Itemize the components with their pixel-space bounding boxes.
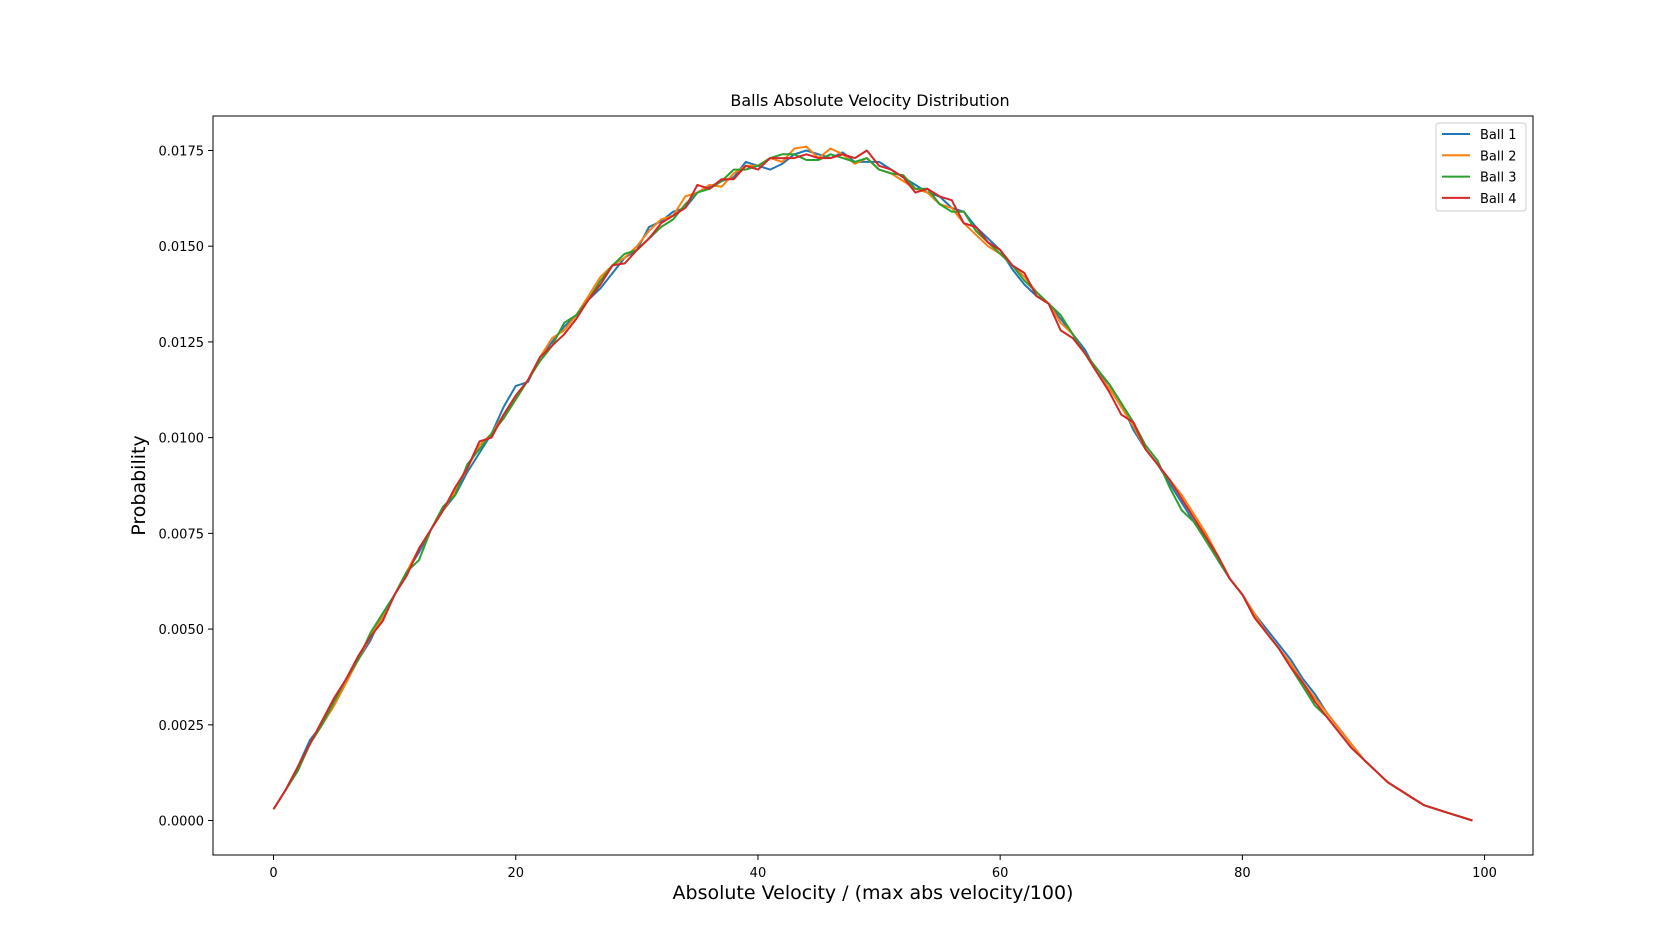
legend-item: Ball 2 xyxy=(1442,149,1517,164)
chart-title: Balls Absolute Velocity Distribution xyxy=(730,91,1009,110)
x-tick-label: 20 xyxy=(507,866,524,881)
y-tick-label: 0.0125 xyxy=(159,336,205,351)
y-tick-label: 0.0050 xyxy=(159,623,205,638)
y-axis-title: Probability xyxy=(128,435,150,535)
legend-label: Ball 1 xyxy=(1480,128,1517,143)
y-tick-label: 0.0025 xyxy=(159,719,205,734)
legend-item: Ball 1 xyxy=(1442,128,1517,143)
legend-label: Ball 2 xyxy=(1480,149,1517,164)
y-axis: 0.0000 0.0025 0.0050 0.0075 0.0100 0.0125 0.01… xyxy=(159,144,213,830)
plot-frame xyxy=(212,115,1534,856)
y-tick-label: 0.0000 xyxy=(159,815,205,830)
y-tick-label: 0.0100 xyxy=(159,432,205,447)
y-tick-label: 0.0075 xyxy=(159,527,205,542)
x-tick-label: 80 xyxy=(1234,866,1251,881)
x-tick-label: 60 xyxy=(992,866,1009,881)
series-line-ball-1 xyxy=(272,149,1473,822)
legend-label: Ball 3 xyxy=(1480,171,1517,186)
legend-item: Ball 3 xyxy=(1442,171,1517,186)
y-tick-label: 0.0150 xyxy=(159,240,205,255)
x-tick-label: 40 xyxy=(750,866,767,881)
legend-label: Ball 4 xyxy=(1480,192,1517,207)
legend-item: Ball 4 xyxy=(1442,192,1517,207)
legend: Ball 1 Ball 2 Ball 3 Ball 4 xyxy=(1435,122,1527,212)
series-line-ball-4 xyxy=(272,149,1473,822)
x-axis: 0 20 40 60 80 100 xyxy=(269,855,1497,881)
x-tick-label: 100 xyxy=(1472,866,1497,881)
x-tick-label: 0 xyxy=(269,866,277,881)
x-axis-title: Absolute Velocity / (max abs velocity/10… xyxy=(673,882,1074,904)
y-tick-label: 0.0175 xyxy=(159,144,205,159)
plot-area xyxy=(272,145,1473,822)
legend-box xyxy=(1435,122,1527,212)
